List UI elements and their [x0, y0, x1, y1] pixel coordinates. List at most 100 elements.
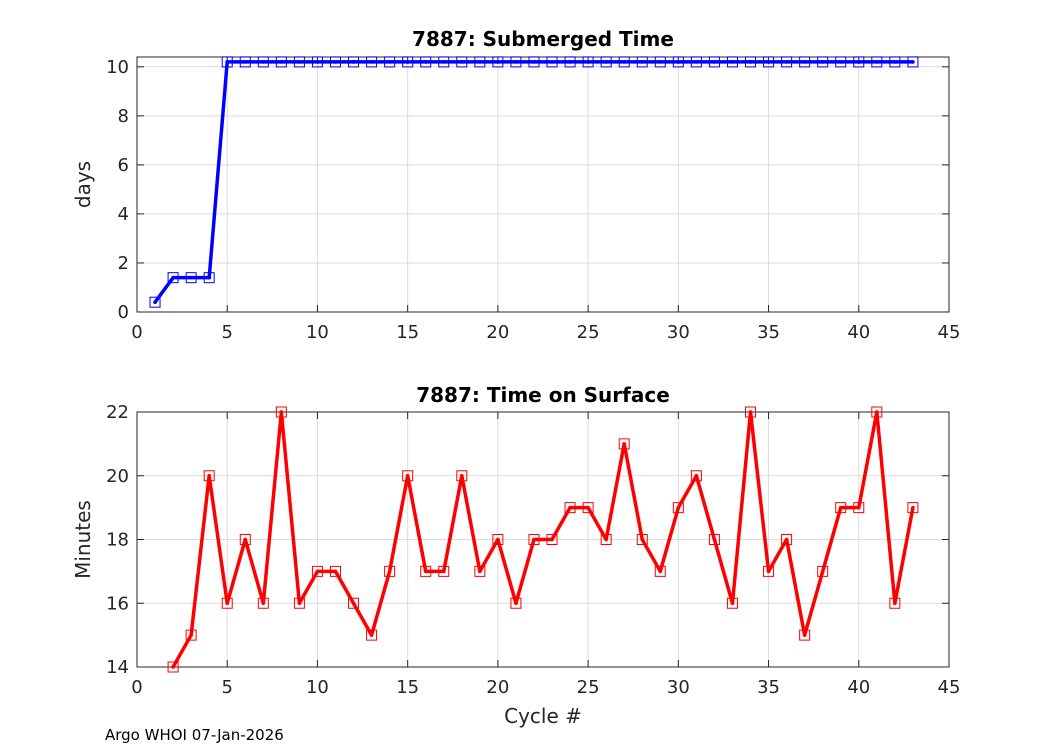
time-on-surface-data-point-dot: [784, 537, 789, 542]
time-on-surface-data-point: [907, 502, 919, 514]
time-on-surface-data-point: [293, 597, 305, 609]
time-on-surface-data-point: [474, 565, 486, 577]
chart-time-on-surface: 0 5 10 15 20 25 30 35 40 45 14 16 18 20 22 7887: Time o…: [71, 383, 960, 728]
submerged-time-data-point: [167, 272, 179, 284]
time-on-surface-data-point-dot: [532, 537, 536, 542]
submerged-time-data-point: [600, 56, 612, 68]
submerged-time-data-point-dot: [423, 60, 428, 64]
time-on-surface-data-point-dot: [802, 633, 807, 637]
time-on-surface-data-point: [275, 406, 287, 418]
submerged-time-y-axis-label: days: [71, 161, 95, 208]
submerged-time-data-point: [492, 56, 504, 68]
time-on-surface-data-point: [528, 534, 540, 545]
time-on-surface-data-point: [835, 502, 847, 514]
submerged-time-data-point-dot: [532, 60, 536, 64]
submerged-time-data-point: [203, 272, 215, 284]
time-on-surface-data-point: [402, 470, 414, 482]
submerged-time-x-tick-label: 40: [847, 322, 870, 343]
submerged-time-data-point-dot: [586, 60, 590, 64]
submerged-time-data-point: [221, 56, 233, 68]
submerged-time-data-point: [185, 272, 197, 284]
time-on-surface-x-tick-label: 0: [131, 677, 142, 698]
submerged-time-data-point-dot: [243, 60, 248, 64]
submerged-time-x-tick-label: 15: [396, 322, 419, 343]
submerged-time-x-tick-label: 25: [577, 322, 600, 343]
submerged-time-data-point: [456, 56, 468, 68]
time-on-surface-data-point-dot: [441, 569, 446, 574]
time-on-surface-x-tick-label: 5: [221, 677, 232, 698]
time-on-surface-x-tick-label: 30: [667, 677, 690, 698]
time-on-surface-data-point: [618, 438, 630, 450]
time-on-surface-data-point-dot: [243, 537, 248, 542]
submerged-time-data-point-dot: [351, 60, 356, 64]
submerged-time-data-point: [257, 56, 269, 68]
submerged-time-data-point-dot: [911, 60, 915, 64]
time-on-surface-data-point: [420, 565, 432, 577]
time-on-surface-data-point-dot: [658, 569, 663, 574]
time-on-surface-data-point-dot: [369, 633, 374, 637]
submerged-time-data-point: [329, 56, 341, 68]
submerged-time-data-point-dot: [730, 60, 735, 64]
time-on-surface-data-point-dot: [351, 601, 356, 606]
time-on-surface-data-point-dot: [730, 601, 735, 606]
time-on-surface-x-tick-label: 40: [847, 677, 870, 698]
submerged-time-plot-area: [137, 57, 949, 312]
submerged-time-axes-box: [136, 56, 950, 313]
submerged-time-x-tick-label: 0: [131, 322, 142, 343]
submerged-time-data-point-dot: [153, 300, 157, 304]
submerged-time-data-point-dot: [640, 60, 645, 64]
submerged-time-x-tick-label: 30: [667, 322, 690, 343]
time-on-surface-y-tick-label: 18: [106, 530, 129, 551]
submerged-time-data-point-dot: [893, 60, 897, 64]
time-on-surface-data-point-dot: [820, 569, 825, 574]
time-on-surface-data-point: [492, 534, 504, 545]
submerged-time-data-point-dot: [712, 60, 717, 64]
submerged-time-x-tick-label: 10: [306, 322, 329, 343]
time-on-surface-data-point-dot: [333, 569, 338, 574]
time-on-surface-data-point-dot: [911, 505, 915, 510]
time-on-surface-title: 7887: Time on Surface: [416, 383, 670, 407]
submerged-time-data-point: [708, 56, 720, 68]
submerged-time-x-tick-label: 45: [938, 322, 961, 343]
time-on-surface-x-axis-label: Cycle #: [504, 704, 582, 728]
submerged-time-data-point: [546, 56, 558, 68]
time-on-surface-data-point: [438, 565, 450, 577]
submerged-time-y-tick-label: 8: [118, 106, 129, 127]
time-on-surface-data-point: [564, 502, 576, 514]
submerged-time-x-tick-label: 35: [757, 322, 780, 343]
time-on-surface-data-point-dot: [586, 505, 590, 510]
submerged-time-data-point-dot: [550, 60, 554, 64]
submerged-time-data-point-dot: [496, 60, 500, 64]
submerged-time-data-point: [781, 56, 793, 68]
footer-credit: Argo WHOI 07-Jan-2026: [105, 726, 284, 744]
time-on-surface-data-point-dot: [207, 473, 211, 478]
time-on-surface-y-tick-label: 16: [106, 593, 129, 614]
time-on-surface-data-point-dot: [189, 633, 193, 637]
time-on-surface-data-point: [636, 534, 648, 545]
time-on-surface-data-point: [726, 597, 738, 609]
time-on-surface-y-tick-label: 14: [106, 657, 129, 678]
submerged-time-data-point: [618, 56, 630, 68]
time-on-surface-x-tick-label: 45: [938, 677, 961, 698]
time-on-surface-data-point: [582, 502, 594, 514]
submerged-time-data-point-dot: [694, 60, 699, 64]
time-on-surface-data-point: [366, 629, 378, 641]
submerged-time-data-point: [763, 56, 775, 68]
submerged-time-data-point: [438, 56, 450, 68]
time-on-surface-data-point: [871, 406, 883, 418]
submerged-time-y-tick-label: 6: [118, 155, 129, 176]
time-on-surface-data-point-dot: [676, 505, 681, 510]
submerged-time-data-point: [402, 56, 414, 68]
time-on-surface-data-point-dot: [712, 537, 717, 542]
submerged-time-data-point: [654, 56, 666, 68]
submerged-time-data-point: [528, 56, 540, 68]
time-on-surface-data-point-dot: [622, 442, 626, 446]
time-on-surface-data-point-dot: [387, 569, 392, 574]
time-on-surface-data-point: [546, 534, 558, 545]
time-on-surface-data-point-dot: [261, 601, 266, 606]
submerged-time-data-point: [582, 56, 594, 68]
submerged-time-y-tick-label: 0: [118, 302, 129, 323]
time-on-surface-data-point-dot: [838, 505, 843, 510]
submerged-time-data-point-dot: [369, 60, 374, 64]
